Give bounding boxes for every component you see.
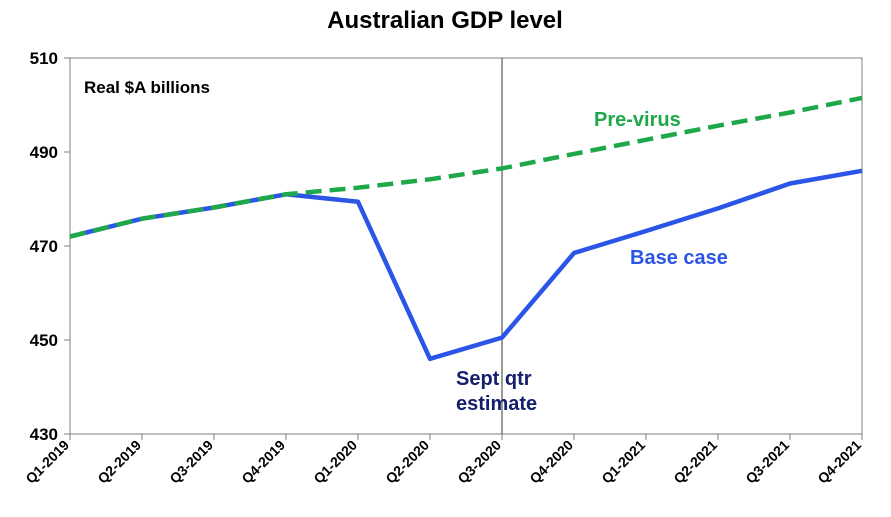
series-line-base-case	[69, 168, 863, 362]
x-tick-label: Q2-2020	[382, 437, 432, 487]
x-tick-label: Q3-2020	[454, 437, 504, 487]
annotation-estimate: estimate	[456, 393, 537, 415]
x-tick-label: Q2-2019	[94, 437, 144, 487]
y-tick-label: 430	[30, 425, 58, 444]
x-tick-label: Q4-2021	[814, 437, 864, 487]
series-line-pre-virus	[69, 95, 863, 239]
x-tick-label: Q1-2020	[310, 437, 360, 487]
x-tick-label: Q2-2021	[670, 437, 720, 487]
x-tick-label: Q1-2019	[22, 437, 72, 487]
series-group	[69, 58, 863, 434]
annotation-base-case: Base case	[630, 247, 728, 269]
y-tick-label: 470	[30, 237, 58, 256]
x-axis: Q1-2019 Q2-2019 Q3-2019 Q4-2019 Q1-2020 Q2-20…	[22, 434, 864, 487]
x-tick-label: Q4-2019	[238, 437, 288, 487]
annotation-pre-virus: Pre-virus	[594, 109, 681, 131]
y-axis: 430 450 470 490 510	[30, 49, 70, 444]
y-tick-label: 490	[30, 143, 58, 162]
chart-title: Australian GDP level	[327, 7, 563, 34]
annotation-sept-qtr: Sept qtr	[456, 368, 532, 390]
y-unit-label: Real $A billions	[84, 78, 210, 97]
y-tick-label: 450	[30, 331, 58, 350]
x-tick-label: Q1-2021	[598, 437, 648, 487]
x-tick-label: Q3-2019	[166, 437, 216, 487]
x-tick-label: Q4-2020	[526, 437, 576, 487]
y-tick-label: 510	[30, 49, 58, 68]
x-tick-label: Q3-2021	[742, 437, 792, 487]
